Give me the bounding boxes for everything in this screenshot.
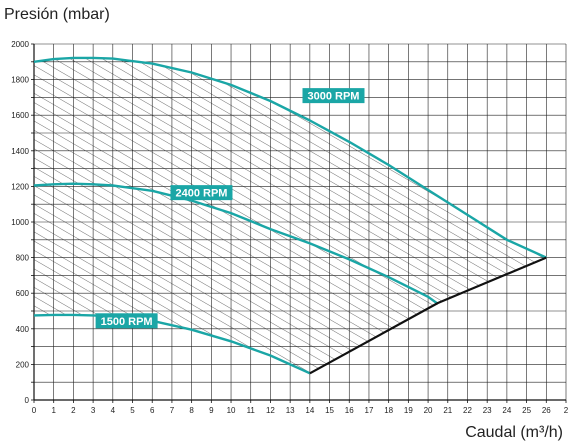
- x-tick-label-26: 26: [542, 406, 551, 415]
- curve-label-0: 3000 RPM: [308, 91, 360, 103]
- x-tick-label-16: 16: [345, 406, 354, 415]
- y-tick-label-8: 1600: [11, 111, 29, 120]
- x-tick-label-14: 14: [305, 406, 314, 415]
- y-tick-label-3: 600: [16, 289, 30, 298]
- x-tick-label-18: 18: [384, 406, 393, 415]
- y-tick-label-10: 2000: [11, 40, 29, 49]
- curve-label-box-0: [302, 88, 365, 104]
- x-tick-label-8: 8: [189, 406, 194, 415]
- y-tick-label-7: 1400: [11, 147, 29, 156]
- x-tick-label-24: 24: [502, 406, 511, 415]
- y-tick-label-1: 200: [16, 360, 30, 369]
- x-tick-label-22: 22: [463, 406, 472, 415]
- y-tick-label-2: 400: [16, 325, 30, 334]
- x-tick-label-19: 19: [404, 406, 413, 415]
- x-tick-label-5: 5: [130, 406, 135, 415]
- x-tick-label-13: 13: [286, 406, 295, 415]
- y-tick-label-6: 1200: [11, 182, 29, 191]
- y-tick-label-4: 800: [16, 254, 30, 263]
- curve-label-2: 1500 RPM: [101, 316, 153, 328]
- limit-line: [309, 256, 547, 375]
- x-tick-label-21: 21: [443, 406, 452, 415]
- x-axis-label: Caudal (m³/h): [465, 424, 563, 441]
- x-tick-label-9: 9: [209, 406, 214, 415]
- y-tick-label-0: 0: [25, 396, 30, 405]
- x-tick-label-0: 0: [32, 406, 37, 415]
- x-tick-label-11: 11: [247, 406, 256, 415]
- x-tick-label-15: 15: [325, 406, 334, 415]
- x-tick-label-27: 2: [564, 406, 569, 415]
- x-tick-label-2: 2: [71, 406, 76, 415]
- series-line-3000-rpm: [33, 56, 547, 259]
- y-tick-label-9: 1800: [11, 76, 29, 85]
- curve-label-box-1: [170, 185, 233, 201]
- x-tick-label-20: 20: [424, 406, 433, 415]
- x-tick-label-25: 25: [522, 406, 531, 415]
- curve-label-1: 2400 RPM: [175, 188, 227, 200]
- x-tick-label-17: 17: [365, 406, 374, 415]
- x-tick-label-10: 10: [227, 406, 236, 415]
- x-tick-label-23: 23: [483, 406, 492, 415]
- x-tick-label-1: 1: [51, 406, 56, 415]
- x-tick-label-3: 3: [91, 406, 96, 415]
- series-line-2400-rpm: [33, 182, 439, 305]
- y-tick-label-5: 1000: [11, 218, 29, 227]
- x-tick-label-7: 7: [170, 406, 175, 415]
- x-tick-label-6: 6: [150, 406, 155, 415]
- x-tick-label-4: 4: [111, 406, 116, 415]
- y-axis-label: Presión (mbar): [4, 6, 110, 23]
- x-tick-label-12: 12: [266, 406, 275, 415]
- curve-label-box-2: [95, 313, 158, 329]
